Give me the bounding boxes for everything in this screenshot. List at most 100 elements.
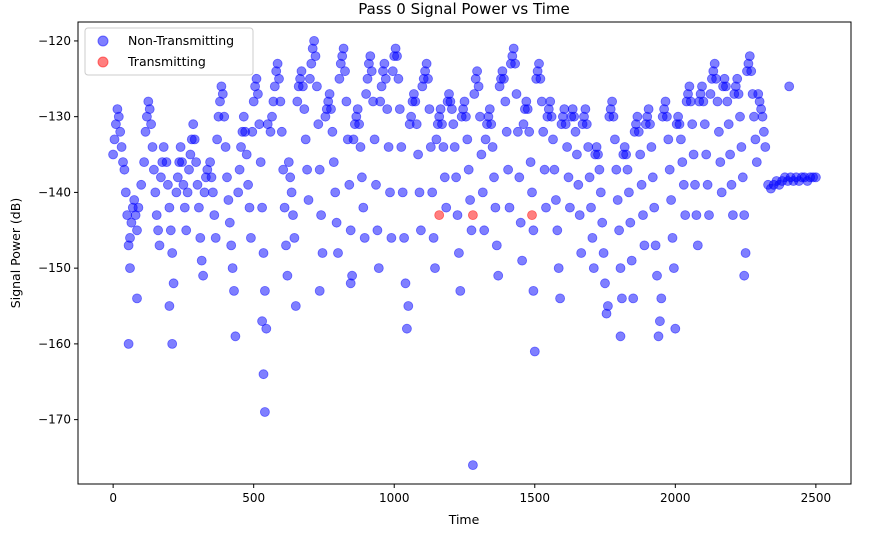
data-point	[205, 157, 216, 168]
legend-box	[84, 27, 254, 76]
data-point	[437, 119, 447, 130]
data-point	[811, 172, 821, 183]
data-point	[126, 217, 137, 228]
data-point	[344, 179, 355, 190]
data-point	[354, 119, 365, 130]
data-point	[508, 43, 519, 54]
data-point	[466, 225, 477, 236]
data-point	[493, 270, 504, 281]
data-point	[647, 172, 658, 183]
data-point	[489, 172, 499, 183]
data-point	[560, 119, 571, 130]
data-point	[297, 81, 308, 92]
y-axis-label: Signal Power (dB)	[8, 198, 23, 308]
data-point	[158, 142, 169, 152]
y-tick-label: −140	[38, 185, 71, 199]
data-point	[348, 134, 359, 145]
data-point	[586, 202, 596, 213]
data-point	[288, 210, 298, 221]
data-point	[452, 210, 463, 221]
data-point	[120, 187, 131, 198]
data-point	[392, 51, 402, 61]
data-point	[692, 240, 703, 251]
data-point	[565, 202, 575, 213]
y-axis-ticks: −170 −160 −150 −140 −130 −120	[38, 34, 78, 427]
data-point	[144, 104, 155, 114]
data-point	[714, 126, 724, 137]
data-point	[760, 142, 771, 152]
data-point	[435, 104, 446, 114]
data-point	[624, 187, 634, 198]
data-point	[490, 202, 501, 213]
data-point	[369, 134, 380, 145]
data-point	[638, 210, 648, 221]
data-point	[261, 323, 272, 334]
data-point	[697, 81, 707, 92]
data-point	[181, 225, 192, 236]
data-point	[385, 187, 395, 198]
data-point	[674, 119, 685, 130]
data-point	[359, 232, 370, 243]
data-point	[726, 179, 737, 190]
data-point	[175, 142, 186, 152]
data-point	[161, 157, 172, 168]
data-point	[553, 263, 564, 274]
data-point	[274, 73, 284, 84]
data-point	[188, 119, 199, 130]
data-point	[217, 89, 228, 99]
data-point	[199, 187, 210, 198]
data-point	[534, 58, 544, 69]
data-point	[751, 157, 762, 168]
data-point	[296, 66, 307, 77]
data-point	[583, 142, 594, 152]
data-point	[603, 301, 613, 311]
data-point	[210, 232, 221, 243]
data-point	[209, 210, 220, 221]
data-point	[334, 73, 345, 84]
plot-area-frame	[77, 21, 852, 485]
data-point	[371, 179, 381, 190]
data-point	[580, 104, 591, 114]
data-point	[595, 187, 606, 198]
data-point	[455, 285, 466, 296]
data-point	[515, 217, 526, 228]
data-point	[546, 111, 557, 122]
data-point	[655, 316, 665, 327]
data-point	[465, 195, 476, 205]
data-point	[541, 202, 551, 213]
data-point	[115, 126, 126, 137]
data-point	[254, 119, 265, 130]
data-point	[463, 164, 474, 175]
data-point	[562, 142, 572, 152]
x-axis-label: Time	[448, 512, 480, 527]
data-point	[283, 157, 294, 168]
data-point	[269, 81, 280, 92]
data-point	[594, 164, 605, 175]
data-point	[757, 111, 768, 122]
data-point	[259, 407, 270, 417]
data-point	[314, 285, 325, 296]
data-point	[614, 225, 624, 236]
data-point	[732, 73, 743, 84]
data-point	[536, 96, 547, 107]
data-point	[725, 149, 735, 160]
data-point	[248, 96, 259, 107]
data-point	[195, 232, 206, 243]
data-point	[119, 164, 130, 175]
x-tick-label: 2500	[801, 491, 832, 505]
data-point	[123, 338, 134, 349]
data-point	[154, 240, 165, 251]
data-point	[759, 126, 769, 137]
data-point	[272, 58, 283, 69]
data-point	[327, 126, 338, 137]
data-point	[690, 179, 700, 190]
data-point	[439, 172, 450, 183]
data-point	[108, 149, 118, 160]
data-point	[255, 157, 266, 168]
data-point	[331, 217, 342, 228]
data-point	[147, 142, 158, 152]
data-point	[527, 210, 537, 221]
data-point	[656, 293, 667, 304]
data-point	[746, 66, 757, 77]
data-point	[670, 323, 681, 334]
